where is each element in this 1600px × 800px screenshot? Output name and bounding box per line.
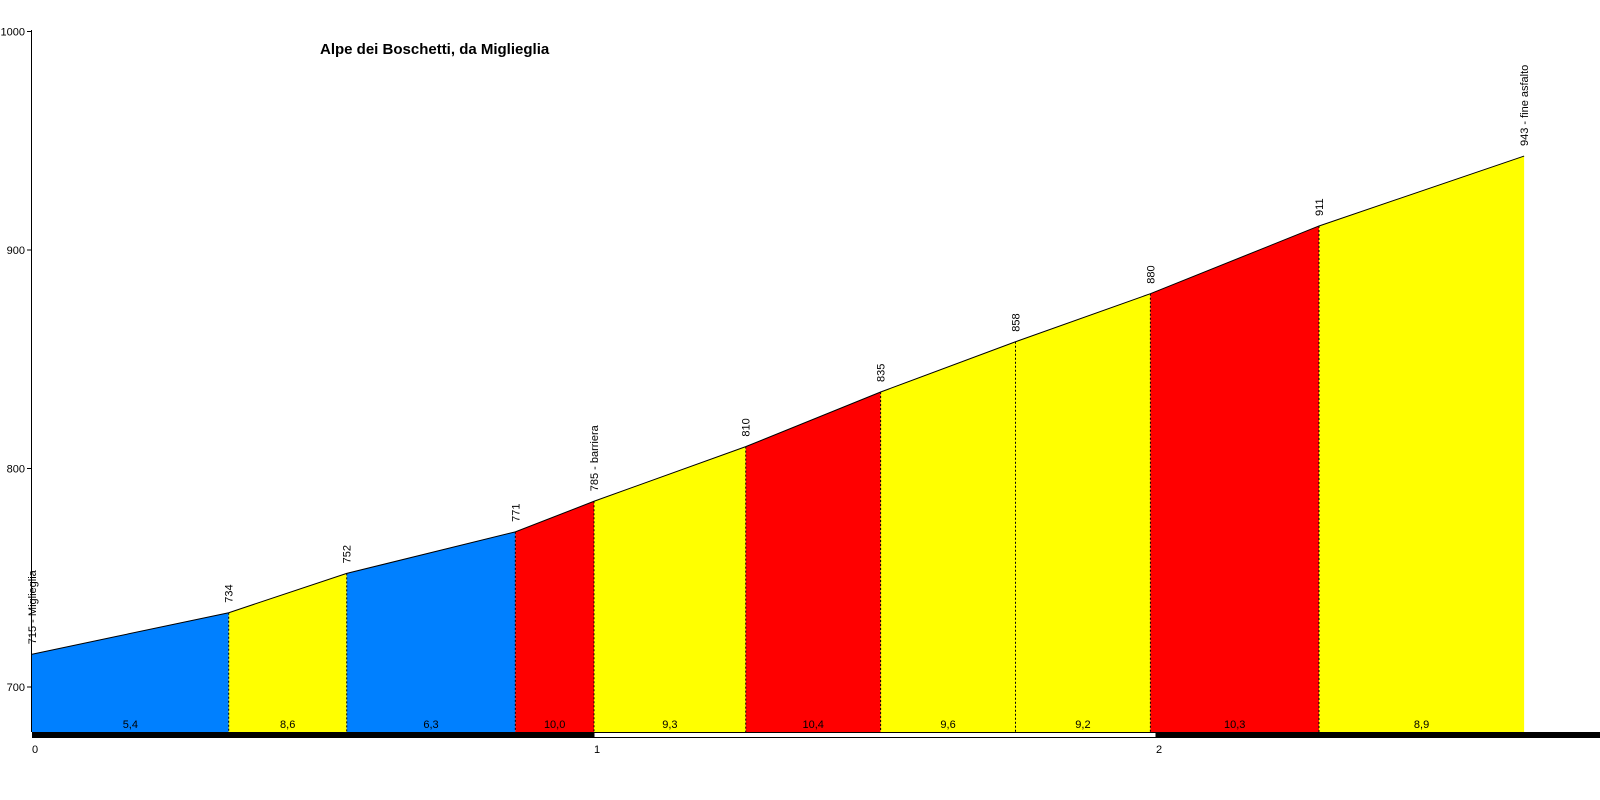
point-label: 752 [342, 545, 354, 563]
gradient-label: 10,0 [544, 719, 565, 731]
segment-areas [32, 156, 1525, 733]
point-labels: 715 - Miglieglia 734 752 771 785 - barriera 8… [27, 65, 1531, 645]
x-tick-label: 0 [32, 744, 38, 756]
point-label: 785 - barriera [589, 424, 601, 491]
km-bar [593, 732, 1157, 738]
y-tick-label: 700 [7, 682, 25, 694]
gradient-label: 10,3 [1224, 719, 1245, 731]
segment-area [880, 341, 1016, 732]
gradient-label: 9,6 [940, 719, 955, 731]
segment-area [1015, 293, 1151, 732]
x-tick-label: 2 [1156, 744, 1162, 756]
gradient-label: 8,9 [1414, 719, 1429, 731]
point-label: 734 [224, 584, 236, 602]
gradient-label: 10,4 [802, 719, 823, 731]
km-bar [1156, 732, 1600, 738]
segment-area [228, 573, 347, 732]
segment-dividers [228, 225, 1320, 732]
profile-line [31, 155, 1525, 655]
point-label: 835 [876, 364, 888, 382]
y-tick-label: 1000 [1, 27, 25, 39]
gradient-label: 8,6 [280, 719, 295, 731]
segment-area [594, 446, 746, 732]
point-label: 715 - Miglieglia [27, 569, 39, 644]
segment-area [346, 531, 516, 732]
segment-area [1318, 156, 1525, 733]
profile-line [31, 155, 1525, 655]
gradient-label: 5,4 [123, 719, 138, 731]
segment-area [1150, 225, 1319, 732]
segment-area [32, 612, 229, 732]
point-label: 771 [510, 504, 522, 522]
chart-title: Alpe dei Boschetti, da Miglieglia [320, 41, 550, 58]
gradient-label: 6,3 [423, 719, 438, 731]
point-label: 911 [1314, 198, 1326, 216]
y-tick-label: 900 [7, 245, 25, 257]
gradient-label: 9,2 [1075, 719, 1090, 731]
point-label: 858 [1011, 313, 1023, 331]
axes: 700 800 900 1000 0 1 2 [1, 27, 1600, 756]
km-bar [32, 732, 594, 738]
point-label: 880 [1145, 265, 1157, 283]
gradient-label: 9,3 [662, 719, 677, 731]
segment-area [745, 392, 881, 732]
point-label: 810 [741, 418, 753, 436]
point-label: 943 - fine asfalto [1519, 65, 1531, 146]
segment-area [515, 501, 594, 732]
y-tick-label: 800 [7, 464, 25, 476]
x-tick-label: 1 [594, 744, 600, 756]
gradient-labels: 5,4 8,6 6,3 10,0 9,3 10,4 9,6 9,2 10,3 8,9 [123, 719, 1429, 731]
